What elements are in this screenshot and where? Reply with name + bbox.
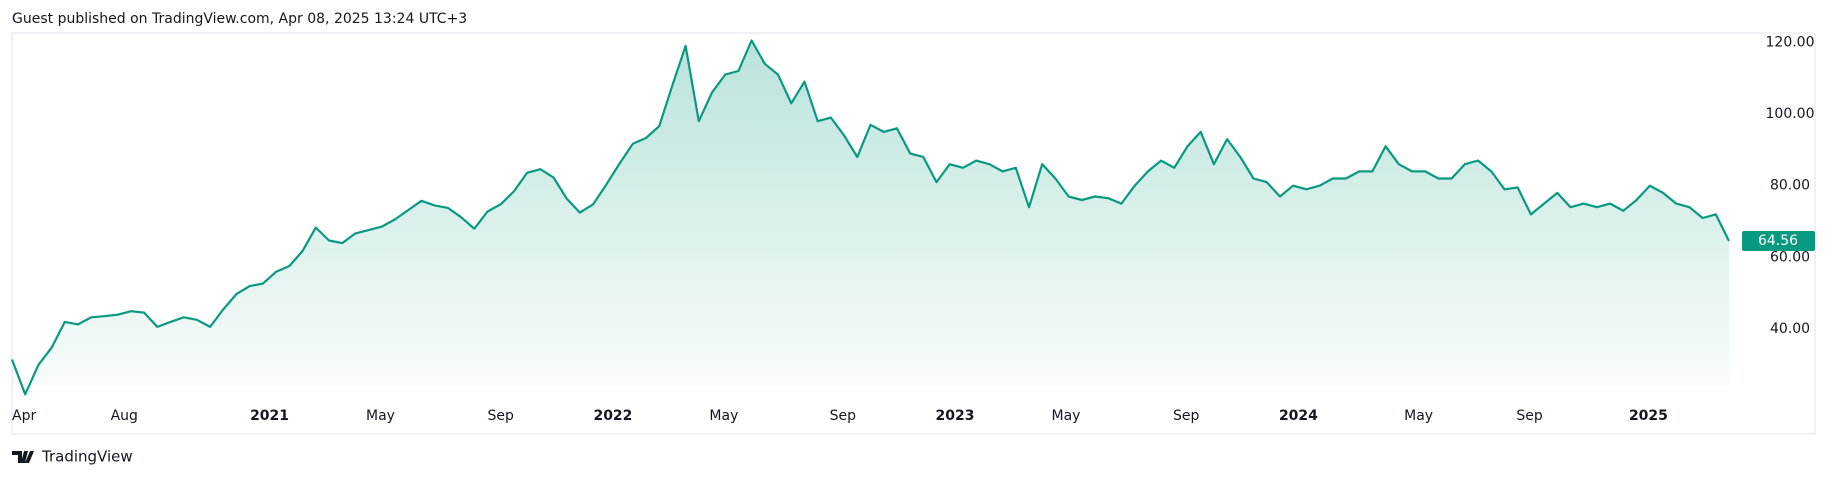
- x-tick-label: Sep: [1516, 408, 1543, 424]
- y-tick-label: 80.00: [1770, 178, 1810, 194]
- price-line: [10, 39, 1730, 396]
- header: Guest published on TradingView.com, Apr …: [12, 11, 467, 27]
- footer: TradingView: [41, 448, 133, 466]
- x-tick-label: 2025: [1629, 408, 1668, 424]
- x-tick-label: Sep: [487, 408, 514, 424]
- area-fill: [12, 40, 1729, 395]
- x-tick-label: Sep: [1173, 408, 1200, 424]
- x-tick-label: 2022: [593, 408, 632, 424]
- x-tick-label: May: [1404, 408, 1433, 424]
- y-tick-label: 40.00: [1770, 321, 1810, 337]
- x-tick-label: Apr: [12, 408, 36, 424]
- x-tick-label: May: [366, 408, 395, 424]
- x-tick-label: Sep: [830, 408, 857, 424]
- x-tick-label: Aug: [111, 408, 138, 424]
- x-tick-label: 2021: [250, 408, 289, 424]
- x-tick-label: 2024: [1279, 408, 1318, 424]
- last-price-label: 64.56: [1758, 233, 1798, 249]
- y-tick-label: 60.00: [1770, 249, 1810, 265]
- logo: [12, 451, 34, 463]
- last-price-box: [1742, 231, 1815, 252]
- y-tick-label: 100.00: [1766, 106, 1815, 122]
- y-tick-label: 120.00: [1766, 34, 1815, 50]
- x-tick-label: 2023: [936, 408, 975, 424]
- x-tick-label: May: [709, 408, 738, 424]
- x-tick-label: May: [1051, 408, 1080, 424]
